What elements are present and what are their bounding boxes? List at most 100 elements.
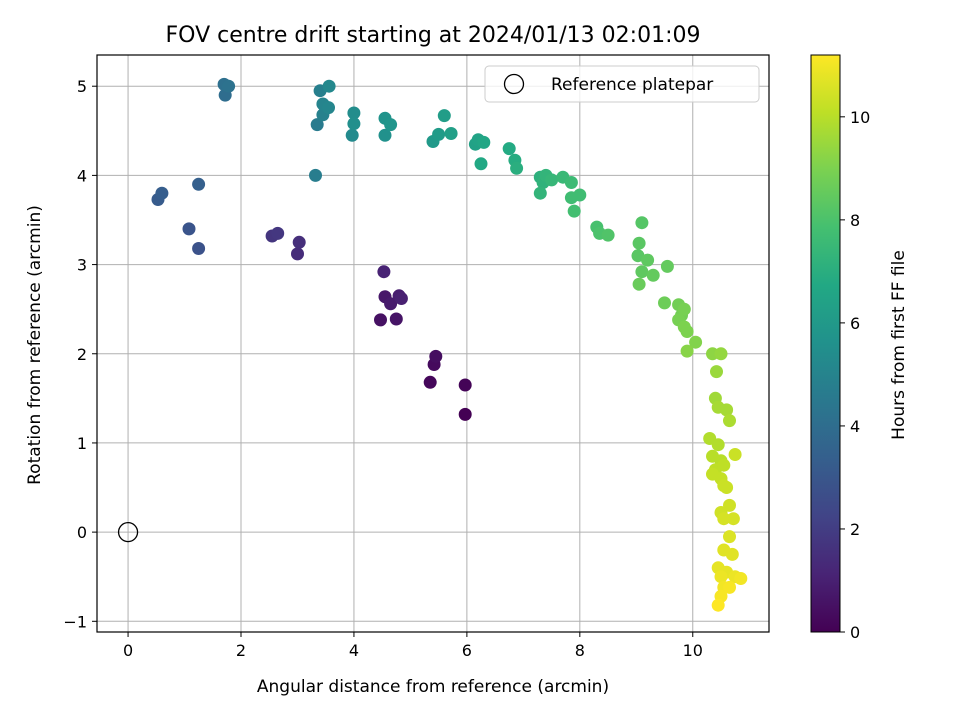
scatter-point bbox=[660, 259, 674, 273]
legend-marker-reference bbox=[503, 73, 525, 95]
scatter-point bbox=[632, 236, 646, 250]
scatter-point bbox=[309, 168, 322, 182]
y-tick-label: 1 bbox=[77, 434, 87, 453]
chart-title: FOV centre drift starting at 2024/01/13 … bbox=[166, 23, 701, 48]
scatter-point bbox=[734, 572, 748, 585]
scatter-point bbox=[725, 547, 739, 561]
scatter-point bbox=[292, 235, 306, 249]
scatter-point bbox=[545, 173, 559, 187]
legend: Reference platepar bbox=[484, 65, 760, 103]
scatter-point bbox=[192, 177, 206, 191]
scatter-point bbox=[384, 118, 398, 132]
scatter-point bbox=[192, 242, 206, 255]
scatter-point bbox=[322, 79, 336, 93]
scatter-point bbox=[564, 176, 578, 189]
scatter-point bbox=[322, 101, 335, 115]
x-tick-label: 4 bbox=[349, 641, 359, 660]
scatter-point bbox=[714, 347, 728, 361]
scatter-point bbox=[689, 335, 703, 349]
scatter-point bbox=[723, 530, 736, 544]
scatter-point bbox=[720, 481, 734, 494]
scatter-point bbox=[680, 325, 694, 338]
scatter-point bbox=[533, 186, 547, 200]
scatter-point bbox=[728, 448, 742, 461]
scatter-point bbox=[714, 570, 728, 584]
colorbar-frame bbox=[810, 54, 841, 633]
scatter-point bbox=[389, 312, 403, 326]
reference-marker-group bbox=[117, 521, 139, 543]
scatter-point bbox=[444, 127, 458, 140]
x-tick-label: 0 bbox=[123, 641, 133, 660]
scatter-point bbox=[377, 265, 391, 279]
colorbar-tick-label: 10 bbox=[850, 108, 870, 127]
scatter-point bbox=[182, 222, 196, 236]
scatter-point bbox=[717, 512, 731, 526]
scatter-point bbox=[632, 277, 646, 291]
scatter-point bbox=[222, 79, 236, 93]
scatter-point bbox=[711, 598, 725, 612]
colorbar-tick-label: 8 bbox=[850, 211, 860, 230]
scatter-point bbox=[458, 378, 472, 392]
scatter-point bbox=[658, 296, 671, 310]
scatter-point bbox=[564, 191, 578, 205]
scatter-point bbox=[384, 297, 398, 311]
reference-platepar-marker bbox=[117, 521, 139, 543]
scatter-point bbox=[502, 142, 516, 156]
scatter-point bbox=[394, 292, 408, 305]
scatter-point bbox=[723, 414, 736, 428]
scatter-point bbox=[347, 106, 361, 120]
scatter-point bbox=[641, 253, 655, 267]
scatter-point bbox=[710, 365, 723, 379]
scatter-point bbox=[474, 157, 488, 171]
scatter-point bbox=[477, 135, 491, 149]
scatter-point bbox=[291, 247, 304, 261]
scatter-point bbox=[635, 265, 649, 279]
scatter-point bbox=[432, 127, 446, 141]
scatter-point bbox=[310, 118, 324, 132]
plot-frame bbox=[96, 54, 770, 633]
scatter-point bbox=[429, 349, 443, 363]
y-axis-ticks: −1 0 1 2 3 4 5 bbox=[63, 77, 97, 631]
scatter-point bbox=[680, 344, 694, 358]
scatter-point bbox=[567, 204, 581, 218]
y-tick-label: 5 bbox=[77, 77, 87, 96]
x-tick-label: 2 bbox=[236, 641, 246, 660]
scatter-point bbox=[155, 186, 169, 200]
x-tick-label: 10 bbox=[683, 641, 703, 660]
scatter-point bbox=[726, 512, 740, 526]
y-tick-label: 2 bbox=[77, 345, 87, 364]
scatter-point bbox=[458, 407, 472, 421]
scatter-point bbox=[635, 216, 649, 230]
scatter-point bbox=[723, 580, 736, 594]
scatter-point bbox=[271, 226, 285, 240]
legend-box bbox=[484, 65, 760, 103]
y-axis-label: Rotation from reference (arcmin) bbox=[25, 205, 45, 485]
scatter-point bbox=[723, 498, 736, 512]
scatter-point bbox=[601, 228, 615, 242]
colorbar-tick-label: 4 bbox=[850, 417, 860, 436]
scatter-point bbox=[423, 375, 437, 389]
scatter-point bbox=[347, 117, 361, 131]
scatter-point bbox=[345, 128, 359, 142]
colorbar-tick-label: 6 bbox=[850, 314, 860, 333]
y-tick-label: 4 bbox=[77, 166, 87, 185]
colorbar: 0 2 4 6 8 10 Hours from first FF file bbox=[810, 54, 909, 642]
y-tick-label: 0 bbox=[77, 523, 87, 542]
scatter-points bbox=[151, 77, 748, 612]
legend-entry-reference: Reference platepar bbox=[551, 75, 713, 95]
colorbar-tick-label: 0 bbox=[850, 623, 860, 642]
x-axis-ticks: 0 2 4 6 8 10 bbox=[123, 632, 703, 660]
scatter-point bbox=[646, 268, 660, 282]
scatter-point bbox=[677, 302, 691, 316]
y-tick-label: 3 bbox=[77, 256, 87, 275]
x-axis-label: Angular distance from reference (arcmin) bbox=[257, 677, 609, 697]
scatter-point bbox=[378, 128, 392, 142]
x-tick-label: 8 bbox=[575, 641, 585, 660]
y-tick-label: −1 bbox=[63, 612, 87, 631]
colorbar-gradient bbox=[811, 55, 840, 632]
scatter-point bbox=[720, 403, 734, 417]
colorbar-tick-label: 2 bbox=[850, 520, 860, 539]
scatter-point bbox=[717, 458, 731, 472]
